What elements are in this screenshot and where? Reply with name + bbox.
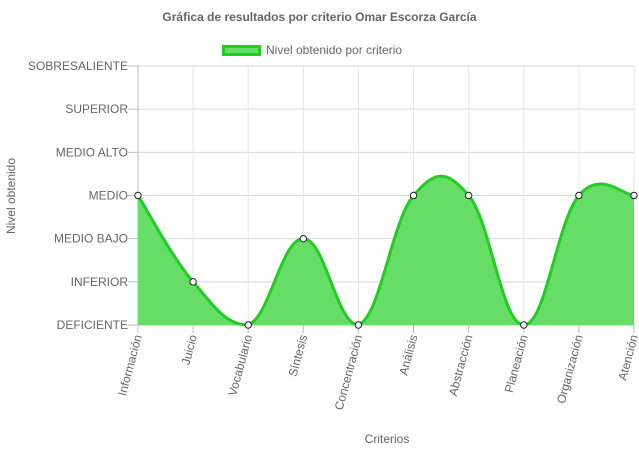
legend-swatch bbox=[222, 44, 261, 56]
data-point[interactable] bbox=[464, 191, 473, 200]
data-point[interactable] bbox=[409, 191, 418, 200]
x-tick-label: Concentración bbox=[332, 333, 366, 411]
data-points bbox=[134, 191, 638, 329]
x-tick-label: Atención bbox=[615, 333, 639, 382]
y-tick-label: SUPERIOR bbox=[65, 102, 128, 116]
x-tick-label: Análisis bbox=[396, 333, 420, 377]
x-tick-label: Planeación bbox=[502, 333, 531, 394]
data-point[interactable] bbox=[520, 321, 528, 329]
y-tick-label: INFERIOR bbox=[71, 275, 129, 289]
y-tick-label: MEDIO ALTO bbox=[56, 145, 128, 159]
data-point[interactable] bbox=[630, 191, 638, 200]
x-axis-title: Criterios bbox=[365, 432, 410, 446]
x-tick-label: Abstracción bbox=[446, 333, 476, 397]
series-area bbox=[136, 174, 635, 327]
data-point[interactable] bbox=[354, 321, 363, 329]
data-point[interactable] bbox=[134, 191, 142, 200]
y-tick-label: MEDIO BAJO bbox=[54, 232, 128, 246]
x-tick-label: Juicio bbox=[179, 333, 201, 367]
data-point[interactable] bbox=[244, 321, 252, 329]
data-point[interactable] bbox=[575, 191, 583, 200]
legend[interactable]: Nivel obtenido por criterio bbox=[222, 41, 402, 59]
data-point[interactable] bbox=[189, 278, 197, 286]
series-line bbox=[136, 174, 635, 327]
y-tick-label: DEFICIENTE bbox=[57, 318, 128, 332]
x-tick-label: Información bbox=[115, 333, 145, 397]
y-tick-label: MEDIO bbox=[89, 189, 128, 203]
y-tick-labels: DEFICIENTE INFERIOR MEDIO BAJO MEDIO MEDIO A… bbox=[28, 59, 128, 332]
x-tick-label: Vocabulario bbox=[225, 333, 255, 398]
x-tick-labels: Información Juicio Vocabulario Síntesis Conc… bbox=[115, 333, 639, 412]
data-point[interactable] bbox=[299, 234, 308, 243]
x-tick-label: Síntesis bbox=[286, 333, 311, 378]
y-axis-title: Nivel obtenido bbox=[4, 158, 18, 234]
x-tick-label: Organización bbox=[554, 333, 586, 405]
y-tick-label: SOBRESALIENTE bbox=[28, 59, 128, 73]
legend-label: Nivel obtenido por criterio bbox=[266, 43, 403, 57]
chart-title: Gráfica de resultados por criterio Omar … bbox=[162, 10, 477, 24]
